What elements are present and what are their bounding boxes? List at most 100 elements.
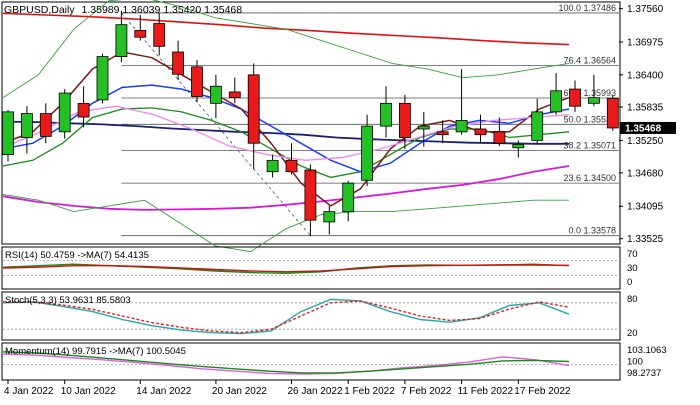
- candle-body: [398, 102, 411, 138]
- time-tick-label-5: 1 Feb 2022: [344, 386, 395, 397]
- price-tick-label-1: 1.36975: [627, 38, 664, 49]
- stochastic-label: Stoch(5,3,3) 53.9631 85.5803: [5, 295, 131, 306]
- candle-30: [569, 80, 581, 112]
- candle-4: [77, 86, 90, 128]
- symbol-label: GBPUSD,Daily 1.35989 1.36039 1.35420 1.3…: [4, 4, 242, 16]
- price-tick-label-4: 1.35250: [627, 136, 664, 147]
- candle-2: [39, 103, 52, 144]
- candle-body: [323, 211, 336, 223]
- candles: [2, 10, 619, 237]
- stochastic-panel: Stoch(5,3,3) 53.9631 85.5803 80 20: [1, 291, 638, 341]
- fib-label-2: 61.8 1.35993: [563, 88, 616, 98]
- time-tick-label-7: 11 Feb 2022: [458, 386, 514, 397]
- candle-9: [172, 40, 185, 80]
- candle-body: [247, 74, 260, 144]
- time-tick-label-8: 17 Feb 2022: [514, 386, 571, 397]
- ma-pink-line: [2, 105, 570, 162]
- candle-20: [380, 86, 392, 138]
- candle-17: [323, 205, 336, 235]
- candle-12: [228, 77, 241, 104]
- candle-body: [588, 97, 600, 104]
- candle-body: [134, 29, 147, 38]
- time-tick-label-4: 26 Jan 2022: [288, 386, 343, 397]
- main-price-panel: 100.0 1.37486 76.4 1.36564 61.8 1.35993 50.…: [1, 0, 676, 253]
- candle-body: [266, 159, 279, 173]
- stochastic-frame: [1, 291, 621, 341]
- candle-body: [380, 102, 392, 127]
- candle-body: [285, 159, 298, 173]
- stochastic-tick-0: 80: [627, 294, 638, 305]
- candle-body: [493, 131, 506, 144]
- candle-body: [153, 23, 166, 47]
- candle-1: [20, 106, 33, 154]
- candle-body: [77, 102, 90, 118]
- time-tick-label-1: 10 Jan 2022: [61, 386, 116, 397]
- candle-body: [436, 131, 449, 136]
- candle-body: [209, 85, 222, 104]
- candle-16: [304, 164, 317, 237]
- candle-27: [512, 140, 525, 158]
- candle-0: [2, 110, 14, 162]
- momentum-tick-0: 103.1063: [627, 345, 667, 356]
- rsi-panel: RSI(14) 50.4759 ->MA(7) 54.4135 70 30 0: [1, 246, 638, 290]
- candle-7: [134, 14, 147, 41]
- candle-22: [417, 111, 430, 147]
- fib-label-6: 0.0 1.33578: [568, 226, 616, 236]
- rsi-tick-0: 70: [627, 249, 638, 260]
- price-tick-label-0: 1.37560: [627, 4, 664, 15]
- candle-body: [58, 92, 71, 133]
- price-axis: 1.37560 1.36975 1.36400 1.35835 1.35250 1.346…: [619, 4, 676, 245]
- rsi-label: RSI(14) 50.4759 ->MA(7) 54.4135: [5, 250, 149, 261]
- ma-blue-line: [2, 84, 570, 173]
- candle-29: [550, 73, 562, 115]
- rsi-frame: [1, 246, 621, 290]
- candle-3: [58, 89, 71, 139]
- fib-label-4: 38.2 1.35071: [563, 141, 616, 151]
- candle-14: [266, 154, 279, 178]
- candle-body: [96, 56, 109, 101]
- candle-26: [493, 117, 506, 147]
- candle-body: [455, 120, 468, 133]
- current-price-label: 1.35468: [625, 123, 662, 134]
- candle-body: [531, 111, 544, 141]
- candle-19: [361, 114, 374, 186]
- momentum-tick-1: 100: [627, 357, 643, 368]
- candle-body: [191, 66, 203, 97]
- time-tick-label-0: 4 Jan 2022: [4, 386, 54, 397]
- price-tick-label-3: 1.35835: [627, 103, 664, 114]
- fib-trend-line: [121, 12, 311, 236]
- candle-body: [115, 24, 128, 57]
- candle-body: [417, 125, 430, 130]
- momentum-line-0: [2, 353, 570, 375]
- rsi-tick-2: 0: [627, 277, 632, 288]
- candle-8: [153, 12, 166, 56]
- current-price-badge: [620, 121, 676, 134]
- candle-28: [531, 98, 544, 144]
- price-tick-label-7: 1.33525: [627, 234, 664, 245]
- stochastic-tick-1: 20: [627, 328, 638, 339]
- rsi-line-1: [2, 264, 570, 273]
- candle-6: [115, 10, 128, 63]
- candle-15: [285, 143, 298, 175]
- fib-label-0: 100.0 1.37486: [558, 3, 616, 13]
- momentum-line-1: [2, 351, 570, 374]
- candle-body: [39, 113, 52, 137]
- candle-10: [191, 60, 203, 103]
- momentum-tick-2: 98.2737: [627, 368, 661, 379]
- time-tick-label-6: 7 Feb 2022: [401, 386, 452, 397]
- candle-13: [247, 63, 260, 170]
- candle-31: [588, 74, 600, 107]
- bb-lower-line: [2, 194, 569, 253]
- candle-body: [550, 90, 562, 113]
- candle-body: [512, 143, 525, 149]
- candle-21: [398, 94, 411, 149]
- time-axis: 4 Jan 2022 10 Jan 2022 14 Jan 2022 20 Jan 2…: [4, 380, 571, 397]
- momentum-frame: [1, 342, 621, 381]
- indicator-panels: RSI(14) 50.4759 ->MA(7) 54.4135 70 30 0 Stoc…: [1, 246, 667, 381]
- time-tick-label-3: 20 Jan 2022: [212, 386, 267, 397]
- candle-body: [606, 97, 619, 129]
- candle-body: [474, 128, 487, 136]
- time-tick-label-2: 14 Jan 2022: [136, 386, 191, 397]
